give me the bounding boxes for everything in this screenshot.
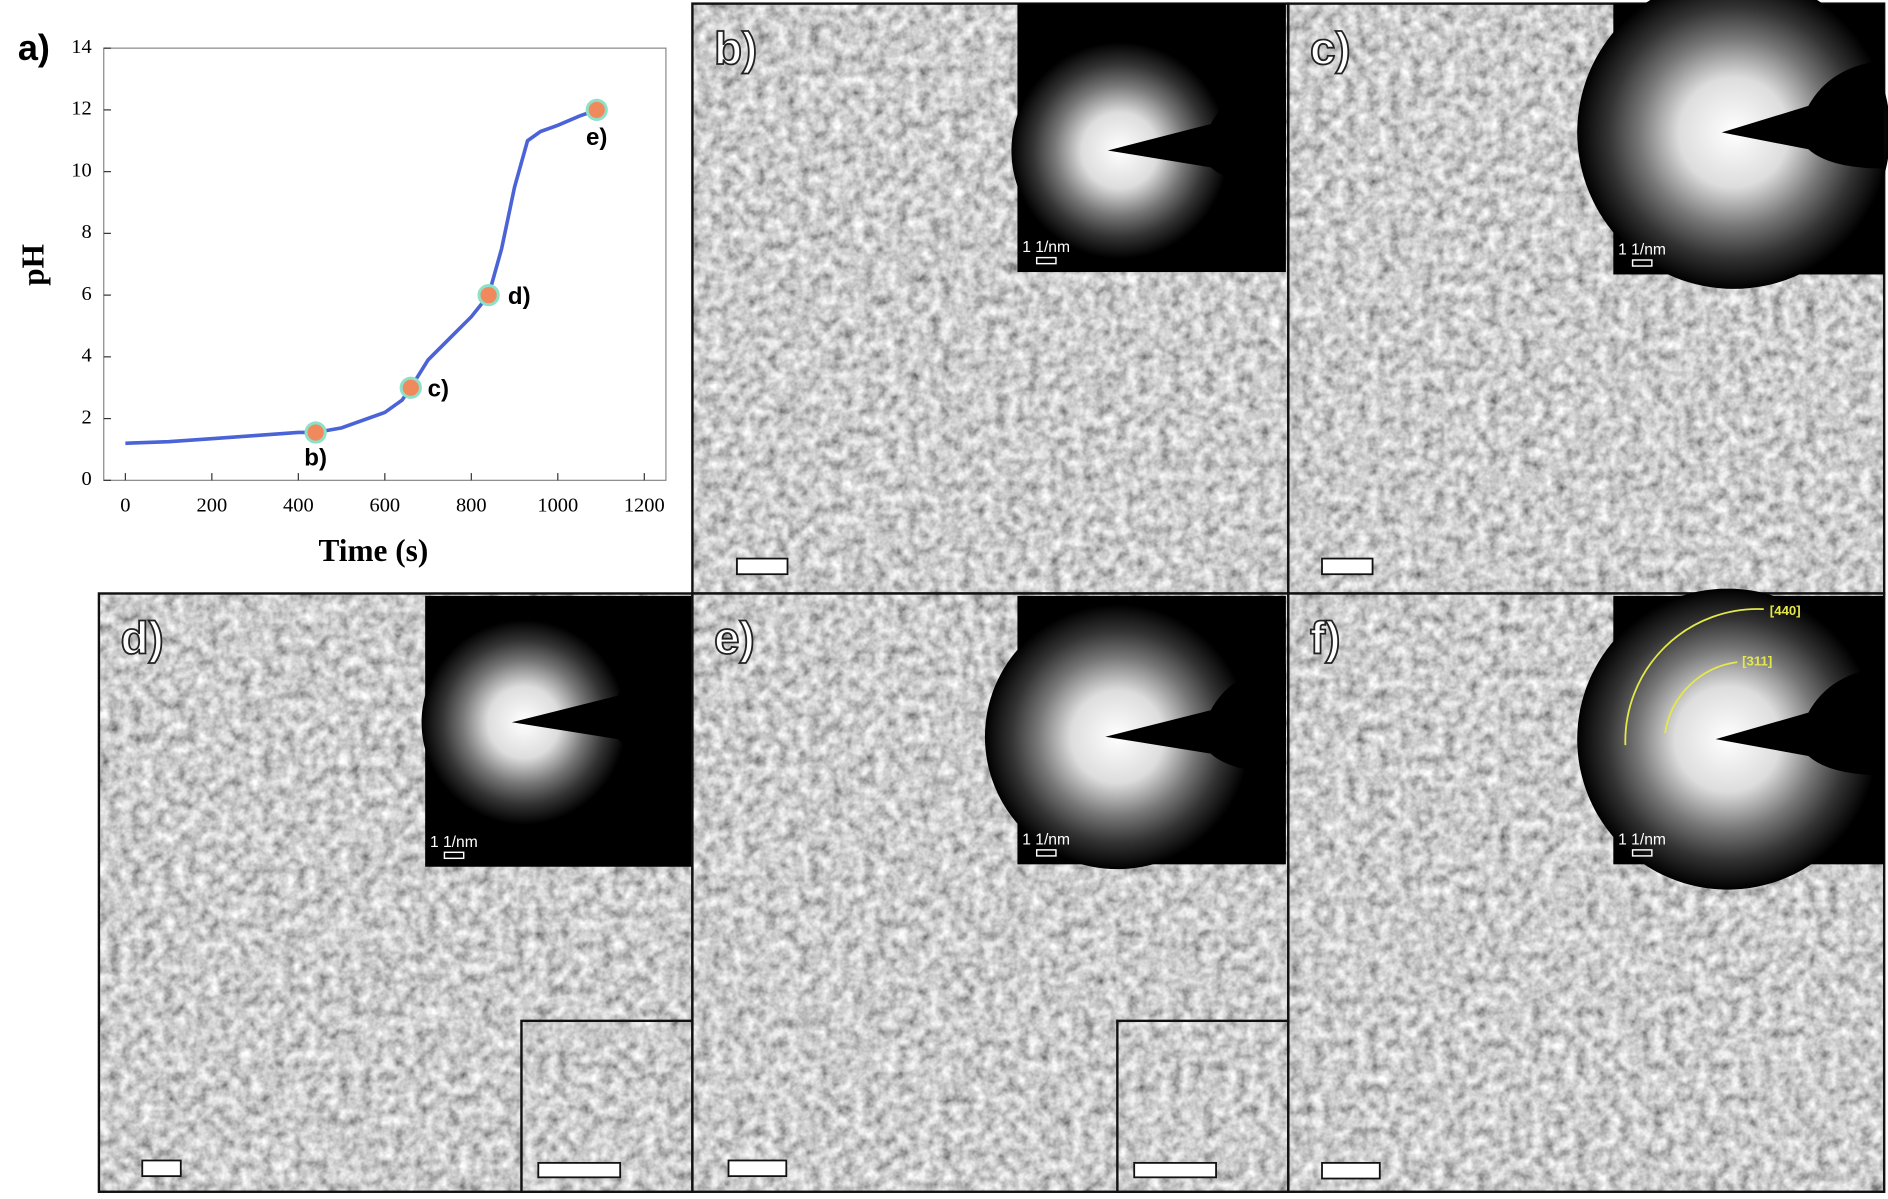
point-marker [477, 283, 500, 307]
ring-label: [311] [1742, 654, 1772, 669]
beam-stopper [1715, 666, 1885, 776]
panel-frame [1287, 592, 1886, 1193]
panel-label: f) [1310, 613, 1340, 664]
beam-stopper [511, 650, 693, 759]
point-marker [399, 376, 422, 399]
inset-scale-bar [1631, 849, 1653, 857]
y-tick-label: 8 [81, 221, 91, 243]
y-tick-label: 6 [81, 283, 91, 305]
x-tick-label: 1000 [537, 495, 578, 517]
beam-stopper [1105, 664, 1286, 773]
scale-bar [736, 557, 789, 576]
panel-label: c) [1310, 23, 1351, 74]
inset-scale-label: 1 1/nm [1022, 239, 1070, 256]
x-tick-label: 0 [120, 495, 130, 517]
y-tick-label: 0 [81, 468, 91, 490]
y-tick-label: 4 [81, 345, 91, 367]
point-label: d) [508, 283, 531, 310]
inset-scale-bar [1035, 849, 1057, 857]
inset-scale-label: 1 1/nm [1618, 242, 1666, 259]
zoom-scale-bar [537, 1161, 622, 1179]
ring-arc [1624, 608, 1764, 746]
panel-label: d) [121, 613, 164, 664]
point-label: e) [586, 124, 607, 151]
inset-scale-bar [1631, 259, 1653, 267]
ph-line [125, 108, 598, 446]
y-tick-label: 10 [71, 159, 91, 181]
y-tick-label: 2 [81, 406, 91, 428]
x-axis-label: Time (s) [319, 533, 429, 568]
inset-scale-bar [1035, 256, 1057, 265]
x-tick-label: 200 [197, 495, 228, 517]
panel-label: a) [18, 27, 50, 68]
scale-bar [1321, 1161, 1381, 1180]
scale-bar [141, 1159, 182, 1178]
panel-label: e) [714, 613, 755, 664]
ring-arc [1664, 661, 1738, 734]
y-axis-label: pH [16, 244, 51, 286]
inset-scale-bar [443, 851, 465, 860]
x-tick-label: 600 [369, 495, 400, 517]
y-tick-label: 12 [71, 98, 91, 120]
x-tick-label: 400 [283, 495, 314, 517]
beam-stopper [1721, 60, 1885, 169]
plot-frame [103, 47, 667, 481]
zoom-scale-bar [1133, 1161, 1217, 1179]
diffraction-rings [1577, 0, 1888, 289]
inset-scale-label: 1 1/nm [430, 834, 478, 851]
ph-chart: a) Time (s) pH 0 200 400 600 800 1000 1200 0 2 4 6… [16, 27, 667, 568]
point-marker [304, 421, 327, 444]
ring-label: [440] [1770, 603, 1801, 618]
x-tick-label: 800 [456, 495, 487, 517]
point-label: c) [428, 375, 449, 402]
inset-scale-label: 1 1/nm [1618, 831, 1666, 848]
micrographs: b) 1 1/nm c) 1 1/nm d) 1 1/nm e) 1 1/nm f) 1 1/nm… [97, 0, 1888, 1193]
beam-stopper [1107, 78, 1286, 187]
scale-bar [727, 1159, 788, 1178]
x-tick-label: 1200 [624, 495, 665, 517]
point-marker [585, 98, 608, 122]
point-label: b) [304, 444, 327, 471]
y-tick-label: 14 [71, 36, 91, 58]
panel-label: b) [714, 23, 757, 74]
inset-scale-label: 1 1/nm [1022, 831, 1070, 848]
scale-bar [1321, 557, 1374, 576]
